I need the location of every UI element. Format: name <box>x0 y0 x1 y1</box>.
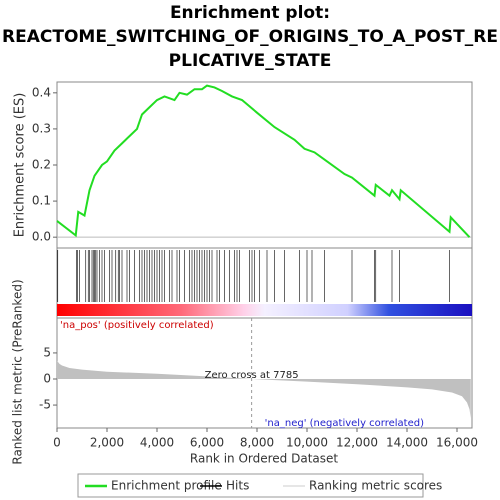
chart-title: Enrichment plot: <box>170 3 330 23</box>
y-tick-label: 0.4 <box>32 85 51 99</box>
x-tick-label: 2,000 <box>90 436 124 450</box>
y2-tick-label: 5 <box>43 345 51 359</box>
x-tick-label: 14,000 <box>386 436 428 450</box>
x-tick-label: 16,000 <box>436 436 478 450</box>
es-panel <box>56 81 473 249</box>
pos-label: 'na_pos' (positively correlated) <box>60 320 214 331</box>
y2-tick-label: -5 <box>39 398 51 412</box>
metric-area <box>57 360 471 419</box>
y-tick-label: 0.1 <box>32 194 51 208</box>
legend <box>77 473 424 498</box>
x-tick-label: 4,000 <box>140 436 174 450</box>
x-tick-label: 6,000 <box>190 436 224 450</box>
y-tick-label: 0.3 <box>32 121 51 135</box>
neg-label: 'na_neg' (negatively correlated) <box>265 418 424 429</box>
legend-label: Hits <box>226 479 249 493</box>
x-tick-label: 12,000 <box>336 436 378 450</box>
zero-cross-label: Zero cross at 7785 <box>205 370 299 381</box>
legend-label: Ranking metric scores <box>309 479 442 493</box>
y-tick-label: 0.0 <box>32 230 51 244</box>
chart-title: REACTOME_SWITCHING_OF_ORIGINS_TO_A_POST_… <box>2 27 498 47</box>
x-tick-label: 0 <box>53 436 61 450</box>
legend-label: Enrichment profile <box>111 479 222 493</box>
color-bar <box>57 304 472 316</box>
y-tick-label: 0.2 <box>32 158 51 172</box>
chart-title: PLICATIVE_STATE <box>169 51 332 71</box>
y-axis-label: Enrichment score (ES) <box>13 93 28 238</box>
x-tick-label: 10,000 <box>286 436 328 450</box>
y2-axis-label: Ranked list metric (PreRanked) <box>11 279 25 464</box>
x-tick-label: 8,000 <box>240 436 274 450</box>
y2-tick-label: 0 <box>43 371 51 385</box>
enrichment-line <box>56 84 471 238</box>
x-axis-label: Rank in Ordered Dataset <box>190 452 338 466</box>
